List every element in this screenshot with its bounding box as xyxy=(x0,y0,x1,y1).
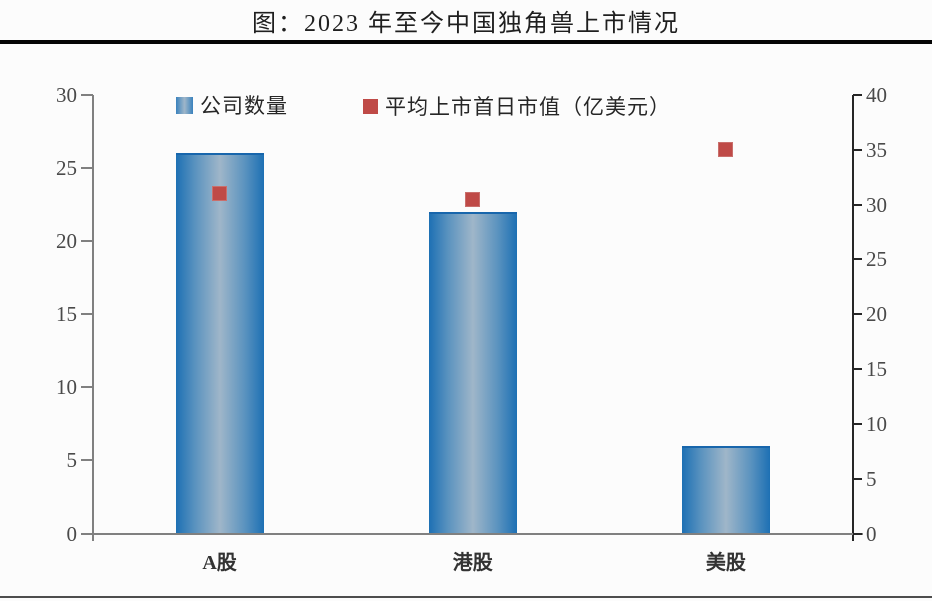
top-divider-line xyxy=(0,40,932,44)
marker-港股 xyxy=(465,191,481,207)
bottom-divider-line xyxy=(0,596,932,598)
left-axis-tick xyxy=(81,167,93,170)
right-axis-tick-label: 10 xyxy=(866,411,887,436)
legend-label-companies: 公司数量 xyxy=(200,94,288,118)
bar-series-swatch-icon xyxy=(176,96,193,114)
right-axis-tick xyxy=(852,532,862,535)
right-axis-line xyxy=(851,95,854,541)
left-axis-line xyxy=(92,95,94,541)
category-label-港股: 港股 xyxy=(452,552,493,574)
right-axis-tick-label: 30 xyxy=(866,192,887,217)
legend-label-marketcap: 平均上市首日市值（亿美元） xyxy=(385,95,671,119)
marker-美股 xyxy=(718,142,734,158)
left-axis-tick-label: 15 xyxy=(56,302,77,327)
left-axis-tick xyxy=(81,532,93,535)
legend-item-companies: 公司数量 xyxy=(176,90,288,120)
left-axis-tick-label: 25 xyxy=(56,156,77,181)
right-axis-tick-label: 0 xyxy=(866,521,877,546)
left-axis-tick-label: 20 xyxy=(56,229,77,254)
marker-series-swatch-icon xyxy=(363,98,378,114)
left-axis-tick-label: 0 xyxy=(66,521,78,546)
right-axis-tick xyxy=(852,148,862,151)
right-axis-tick xyxy=(852,422,862,425)
left-axis-tick-label: 5 xyxy=(66,448,78,473)
right-axis-tick xyxy=(852,368,862,371)
right-axis-tick-label: 35 xyxy=(866,137,887,162)
left-axis-tick xyxy=(81,459,93,462)
left-axis-tick xyxy=(81,313,93,316)
right-axis-tick-label: 25 xyxy=(866,247,887,272)
right-axis-tick xyxy=(852,477,862,480)
bar-A股 xyxy=(175,153,264,534)
right-axis-tick-label: 40 xyxy=(866,83,887,107)
right-axis-tick xyxy=(852,313,862,316)
right-axis-tick xyxy=(852,94,862,96)
right-axis-tick-label: 15 xyxy=(866,357,887,382)
left-axis-tick xyxy=(81,94,93,96)
right-axis-tick-label: 20 xyxy=(866,302,887,327)
right-axis-tick-label: 5 xyxy=(866,466,877,491)
category-label-A股: A股 xyxy=(202,552,237,574)
left-axis-tick xyxy=(81,386,93,389)
x-axis-baseline xyxy=(81,532,863,535)
bar-美股 xyxy=(681,445,770,534)
bar-港股 xyxy=(428,211,517,534)
chart-title: 图：2023 年至今中国独角兽上市情况 xyxy=(252,11,680,37)
left-axis-tick xyxy=(81,240,93,243)
right-axis-tick xyxy=(852,203,862,206)
category-label-美股: 美股 xyxy=(705,552,746,574)
left-axis-tick-label: 30 xyxy=(56,83,77,107)
left-axis-tick-label: 10 xyxy=(56,375,77,400)
legend-item-marketcap: 平均上市首日市值（亿美元） xyxy=(363,91,671,121)
right-axis-tick xyxy=(852,258,862,261)
marker-A股 xyxy=(212,186,228,202)
